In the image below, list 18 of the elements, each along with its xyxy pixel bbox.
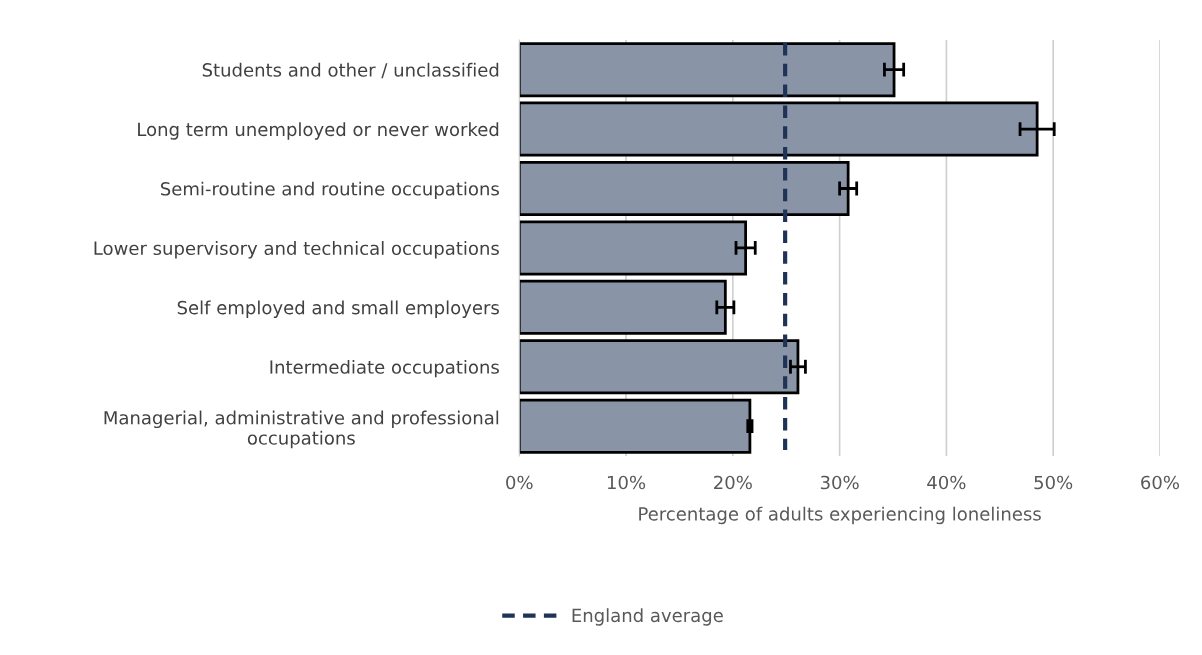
x-axis-title: Percentage of adults experiencing loneliness bbox=[639, 506, 1041, 525]
legend-label: England average bbox=[572, 608, 723, 626]
y-tick-label: Students and other / unclassified bbox=[202, 62, 499, 79]
x-tick-label: 50% bbox=[1034, 475, 1073, 490]
x-tick-label: 0% bbox=[506, 475, 533, 490]
x-tick-label: 30% bbox=[820, 475, 859, 490]
x-tick-label: 60% bbox=[1141, 475, 1179, 490]
x-tick-label: 40% bbox=[927, 475, 966, 490]
x-tick-label: 20% bbox=[714, 475, 752, 490]
x-tick-label: 10% bbox=[607, 475, 646, 490]
y-tick-label: Intermediate occupations bbox=[270, 359, 499, 378]
y-tick-label: Semi-routine and routine occupations bbox=[160, 181, 499, 200]
y-tick-label: Lower supervisory and technical occupations bbox=[94, 241, 499, 259]
bar bbox=[519, 398, 752, 454]
y-tick-label: Managerial, administrative and professional occupations bbox=[104, 410, 499, 449]
bar bbox=[519, 339, 800, 395]
y-tick-label: Long term unemployed or never worked bbox=[138, 122, 499, 140]
y-tick-label: Self employed and small employers bbox=[177, 300, 499, 318]
